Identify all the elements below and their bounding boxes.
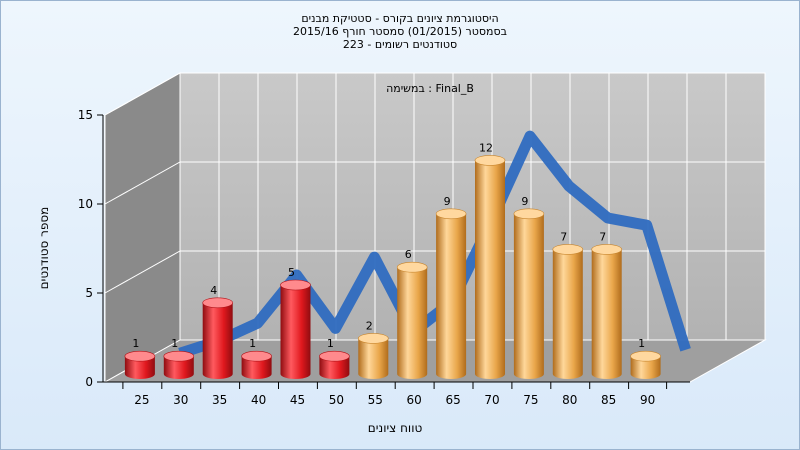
bar-top: [319, 350, 350, 362]
chart-title-line-1: היסטוגרמת ציונים בקורס - סטטיקת מבנים: [301, 12, 499, 25]
x-tick-label: 60: [407, 393, 422, 407]
bar-50: 1: [319, 337, 350, 379]
bar-body: [475, 160, 505, 379]
y-axis-label: מספר סטודנטים: [37, 207, 51, 290]
x-tick-label: 30: [173, 393, 188, 407]
x-tick-label: 45: [290, 393, 305, 407]
bar-body: [163, 356, 194, 379]
bar-body: [202, 302, 233, 379]
x-tick-label: 80: [562, 393, 577, 407]
data-label: 4: [210, 284, 217, 297]
data-label: 9: [521, 195, 528, 208]
chart-title-line-3: סטודנטים רשומים - 223: [342, 38, 458, 51]
x-axis-label: טווח ציונים: [368, 421, 423, 435]
data-label: 6: [405, 248, 412, 261]
x-tick-label: 40: [251, 393, 266, 407]
chart-subtitle: במשימה : Final_B: [386, 82, 474, 95]
bar-top: [280, 279, 311, 291]
bar-25: 1: [124, 337, 156, 379]
bar-body: [436, 213, 467, 379]
y-tick-label: 0: [85, 375, 93, 389]
bar-body: [513, 213, 544, 379]
bar-top: [630, 350, 661, 362]
bar-30: 1: [163, 337, 195, 379]
bar-top: [435, 208, 467, 220]
bar-body: [630, 356, 661, 379]
bar-65: 9: [435, 195, 467, 379]
bar-75: 9: [513, 195, 545, 379]
bar-90: 1: [630, 337, 661, 379]
y-tick-label: 15: [78, 108, 93, 122]
bar-body: [358, 338, 389, 379]
data-label: 1: [638, 337, 645, 350]
x-tick-label: 90: [640, 393, 655, 407]
bar-body: [591, 249, 622, 379]
bar-top: [513, 208, 545, 220]
data-label: 12: [479, 141, 493, 154]
bar-55: 2: [357, 319, 389, 379]
bar-body: [280, 285, 311, 379]
trend-ribbon: [178, 130, 691, 359]
chart-title-line-2: בסמסטר (01/2015) סמסטר חורף 2015/16: [293, 25, 507, 38]
bar-top: [474, 155, 506, 166]
x-tick-label: 85: [601, 393, 616, 407]
bar-70: 12: [474, 141, 506, 379]
bar-60: 6: [396, 248, 428, 379]
bar-top: [591, 244, 623, 255]
bar-top: [124, 350, 156, 362]
data-label: 1: [249, 337, 256, 350]
bar-body: [124, 356, 155, 379]
data-label: 2: [366, 319, 373, 332]
bar-35: 4: [202, 284, 233, 379]
data-label: 9: [444, 195, 451, 208]
y-tick-label: 5: [85, 286, 93, 300]
data-label: 1: [132, 337, 139, 350]
bar-body: [319, 356, 350, 379]
data-label: 7: [560, 230, 567, 243]
bar-body: [552, 249, 583, 379]
x-tick-label: 75: [523, 393, 538, 407]
bar-85: 7: [591, 230, 623, 379]
bar-45: 5: [280, 266, 311, 379]
bar-top: [202, 297, 233, 309]
data-label: 1: [171, 337, 178, 350]
bar-body: [241, 356, 272, 379]
y-tick-label: 10: [78, 197, 93, 211]
data-label: 5: [288, 266, 295, 279]
bar-top: [396, 261, 428, 273]
x-tick-label: 65: [445, 393, 460, 407]
bar-top: [163, 350, 195, 362]
bar-top: [357, 333, 389, 344]
back-wall: [179, 72, 766, 341]
x-tick-label: 50: [329, 393, 344, 407]
bar-top: [552, 244, 584, 255]
bar-40: 1: [241, 337, 272, 379]
data-label: 7: [599, 230, 606, 243]
bar-80: 7: [552, 230, 584, 379]
data-label: 1: [327, 337, 334, 350]
x-tick-label: 70: [484, 393, 499, 407]
bar-body: [397, 267, 428, 379]
bar-top: [241, 350, 272, 362]
x-tick-label: 55: [368, 393, 383, 407]
x-tick-label: 35: [212, 393, 227, 407]
x-tick-label: 25: [134, 393, 149, 407]
left-wall: [104, 72, 181, 383]
